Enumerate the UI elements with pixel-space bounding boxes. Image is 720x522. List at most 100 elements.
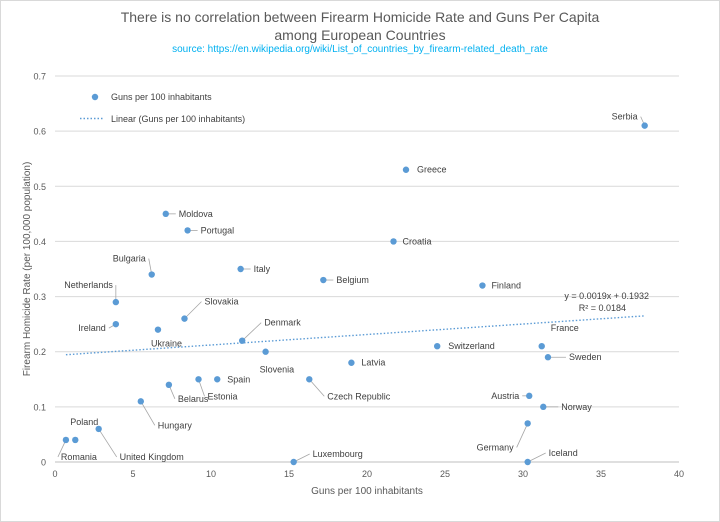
leader-line-hungary [140,401,156,426]
data-point-france [538,343,545,350]
data-point-serbia [641,122,648,129]
data-point-switzerland [434,343,441,350]
data-label-switzerland: Switzerland [448,341,495,351]
trendline [65,315,645,356]
data-point-bulgaria [148,271,155,278]
y-tick-label: 0.3 [33,292,46,302]
leader-line-slovakia [184,301,202,319]
legend-trend-label: Linear (Guns per 100 inhabitants) [111,114,245,124]
data-label-united-kingdom: United Kingdom [120,452,184,462]
data-point-iceland [524,458,531,466]
chart-title-line-2: among European Countries [274,27,446,43]
data-point-moldova [162,210,169,218]
data-label-serbia: Serbia [612,112,638,122]
data-label-spain: Spain [227,374,250,384]
data-point-finland [479,282,486,289]
x-tick-label: 20 [362,469,372,479]
data-label-finland: Finland [491,281,521,291]
data-label-belgium: Belgium [336,275,369,285]
y-tick-label: 0.6 [33,127,46,137]
x-tick-label: 0 [52,469,57,479]
data-label-romania: Romania [61,452,97,462]
chart-title-line-1: There is no correlation between Firearm … [120,9,600,25]
data-label-ukraine: Ukraine [151,339,182,349]
y-axis-title: Firearm Homicide Rate (per 100,000 popul… [22,162,33,377]
data-label-italy: Italy [254,264,271,274]
x-tick-label: 40 [674,469,684,479]
data-point-norway [540,403,547,411]
y-tick-label: 0.5 [33,182,46,192]
data-label-denmark: Denmark [264,318,301,328]
data-label-portugal: Portugal [201,225,235,235]
y-tick-label: 0 [41,458,46,468]
data-point-belarus [165,381,173,388]
data-point-greece [402,166,410,173]
data-point-spain [214,376,221,383]
y-tick-label: 0.2 [33,347,46,357]
data-label-latvia: Latvia [361,358,385,368]
x-axis-title: Guns per 100 inhabitants [311,486,423,497]
leader-line-czech-republic [308,379,325,397]
data-point-poland [72,436,79,444]
data-label-croatia: Croatia [403,236,432,246]
data-point-germany [524,420,531,427]
data-label-france: France [551,323,579,333]
x-tick-label: 25 [440,469,450,479]
trendline-r-squared: R² = 0.0184 [579,303,626,313]
data-point-slovakia [181,315,188,322]
x-tick-label: 30 [518,469,528,479]
data-point-romania [62,436,70,444]
data-label-greece: Greece [417,165,447,175]
data-point-slovenia [262,348,269,355]
data-label-czech-republic: Czech Republic [327,391,391,401]
x-tick-label: 5 [130,469,135,479]
data-point-ukraine [154,326,162,333]
data-label-moldova: Moldova [179,209,213,219]
data-label-germany: Germany [477,442,515,452]
data-label-slovenia: Slovenia [260,365,295,375]
data-label-sweden: Sweden [569,352,602,362]
legend-series-label: Guns per 100 inhabitants [111,92,212,102]
data-point-netherlands [112,298,120,306]
data-point-austria [526,392,533,400]
data-point-luxembourg [290,458,297,466]
leader-line-united-kingdom [98,428,118,458]
data-point-hungary [137,398,144,405]
data-point-croatia [390,238,397,245]
data-point-italy [237,265,244,273]
data-point-portugal [184,227,191,234]
data-label-slovakia: Slovakia [204,297,238,307]
data-label-luxembourg: Luxembourg [313,449,363,459]
x-tick-label: 10 [206,469,216,479]
y-tick-label: 0.1 [33,402,46,412]
data-point-latvia [348,359,355,366]
leader-line-iceland [527,452,546,463]
data-point-united-kingdom [95,425,102,433]
data-label-estonia: Estonia [208,391,238,401]
data-label-austria: Austria [491,391,519,401]
data-point-estonia [195,376,202,383]
chart-subtitle-source: source: https://en.wikipedia.org/wiki/Li… [172,44,548,55]
data-point-ireland [112,320,120,328]
data-label-hungary: Hungary [158,420,193,430]
y-tick-label: 0.4 [33,237,46,247]
data-point-belgium [320,276,327,284]
x-tick-label: 35 [596,469,606,479]
data-point-denmark [239,337,246,344]
y-tick-label: 0.7 [33,72,46,82]
data-point-czech-republic [306,376,313,383]
data-label-bulgaria: Bulgaria [113,254,146,264]
data-label-ireland: Ireland [78,323,106,333]
data-label-netherlands: Netherlands [64,280,113,290]
legend-marker [91,93,99,101]
leader-line-germany [516,423,529,448]
trendline-equation: y = 0.0019x + 0.1932 [564,291,649,301]
data-label-belarus: Belarus [178,394,209,404]
data-point-sweden [544,354,552,361]
leader-line-denmark [241,322,262,341]
data-label-poland: Poland [70,417,98,427]
data-label-iceland: Iceland [549,448,578,458]
data-label-norway: Norway [561,402,592,412]
x-tick-label: 15 [284,469,294,479]
